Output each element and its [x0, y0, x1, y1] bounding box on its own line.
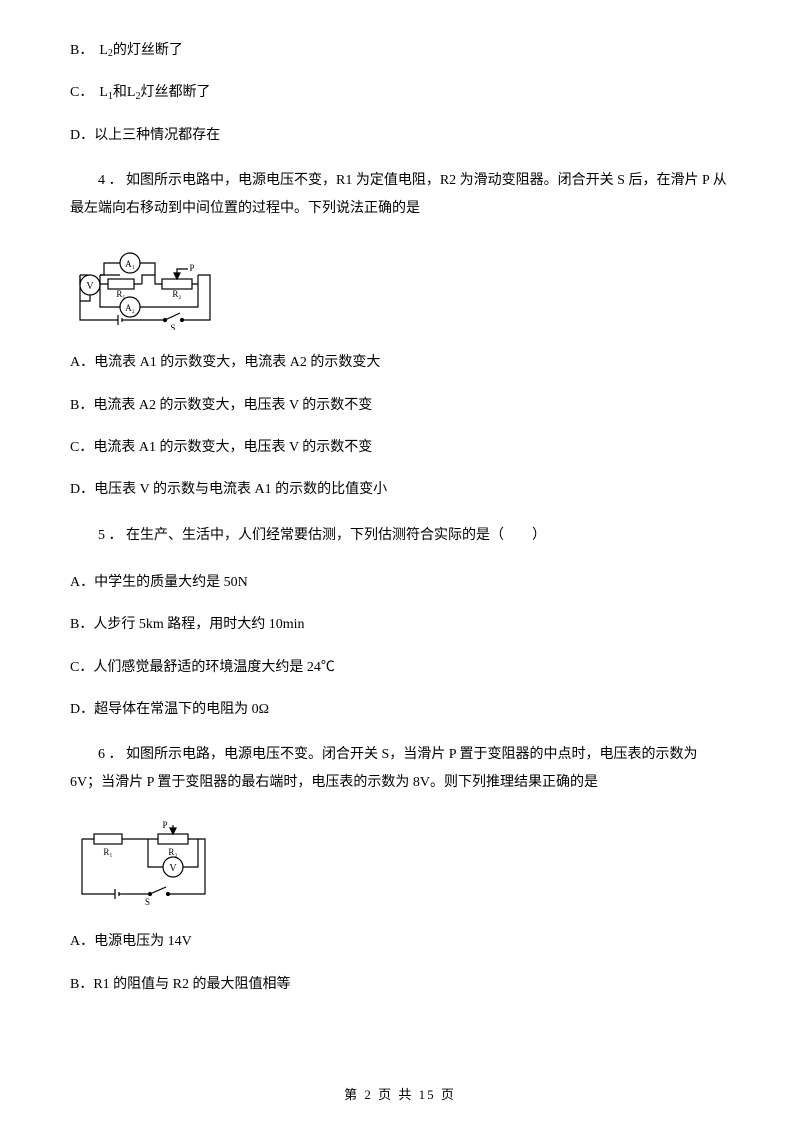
q6-A: A．电源电压为 14V: [70, 931, 730, 953]
q4-D: D．电压表 V 的示数与电流表 A1 的示数的比值变小: [70, 479, 730, 501]
svg-text:R₁: R₁: [103, 847, 112, 857]
svg-text:S: S: [170, 323, 175, 330]
q5-A: A．中学生的质量大约是 50N: [70, 572, 730, 594]
option-B-L: L: [99, 40, 108, 62]
q6-B: B．R1 的阻值与 R2 的最大阻值相等: [70, 974, 730, 996]
q5-B: B．人步行 5km 路程，用时大约 10min: [70, 614, 730, 636]
option-C-text: 灯丝都断了: [140, 82, 210, 104]
option-B-text: 的灯丝断了: [113, 40, 183, 62]
svg-text:P: P: [162, 820, 167, 830]
option-B-prefix: B．: [70, 40, 93, 62]
svg-text:A₁: A₁: [125, 259, 135, 269]
svg-text:S: S: [145, 897, 150, 907]
svg-text:R₁: R₁: [116, 289, 125, 299]
page-footer: 第 2 页 共 15 页: [0, 1085, 800, 1106]
q6-intro: 6 ． 如图所示电路，电源电压不变。闭合开关 S，当滑片 P 置于变阻器的中点时…: [70, 741, 730, 797]
q4-circuit-diagram: V A₁ R₁ R₂ P A₂: [70, 245, 730, 330]
svg-text:V: V: [169, 863, 177, 874]
q5-D: D．超导体在常温下的电阻为 0Ω: [70, 699, 730, 721]
q4-A: A．电流表 A1 的示数变大，电流表 A2 的示数变大: [70, 352, 730, 374]
option-C-sub1: 1: [108, 89, 113, 105]
option-C: C． L 1 和 L 2 灯丝都断了: [70, 82, 730, 104]
q5-C: C．人们感觉最舒适的环境温度大约是 24℃: [70, 657, 730, 679]
option-C-sub2: 2: [135, 89, 140, 105]
svg-text:V: V: [86, 281, 94, 292]
option-C-prefix: C．: [70, 82, 93, 104]
svg-text:R₂: R₂: [172, 289, 181, 299]
option-B: B． L 2 的灯丝断了: [70, 40, 730, 62]
q6-circuit-diagram: R₁ R₂ P V S: [70, 819, 730, 909]
q4-B: B．电流表 A2 的示数变大，电压表 V 的示数不变: [70, 395, 730, 417]
option-C-L2: L: [127, 82, 136, 104]
option-C-L1: L: [99, 82, 108, 104]
q5-intro: 5 ． 在生产、生活中，人们经常要估测，下列估测符合实际的是（ ）: [70, 522, 730, 550]
q4-C: C．电流表 A1 的示数变大，电压表 V 的示数不变: [70, 437, 730, 459]
svg-text:A₂: A₂: [125, 303, 135, 313]
svg-text:P: P: [189, 263, 194, 273]
q4-intro: 4 ． 如图所示电路中，电源电压不变，R1 为定值电阻，R2 为滑动变阻器。闭合…: [70, 167, 730, 223]
option-B-sub: 2: [108, 46, 113, 62]
option-D: D．以上三种情况都存在: [70, 125, 730, 147]
option-C-and: 和: [113, 82, 127, 104]
svg-text:R₂: R₂: [168, 847, 177, 857]
